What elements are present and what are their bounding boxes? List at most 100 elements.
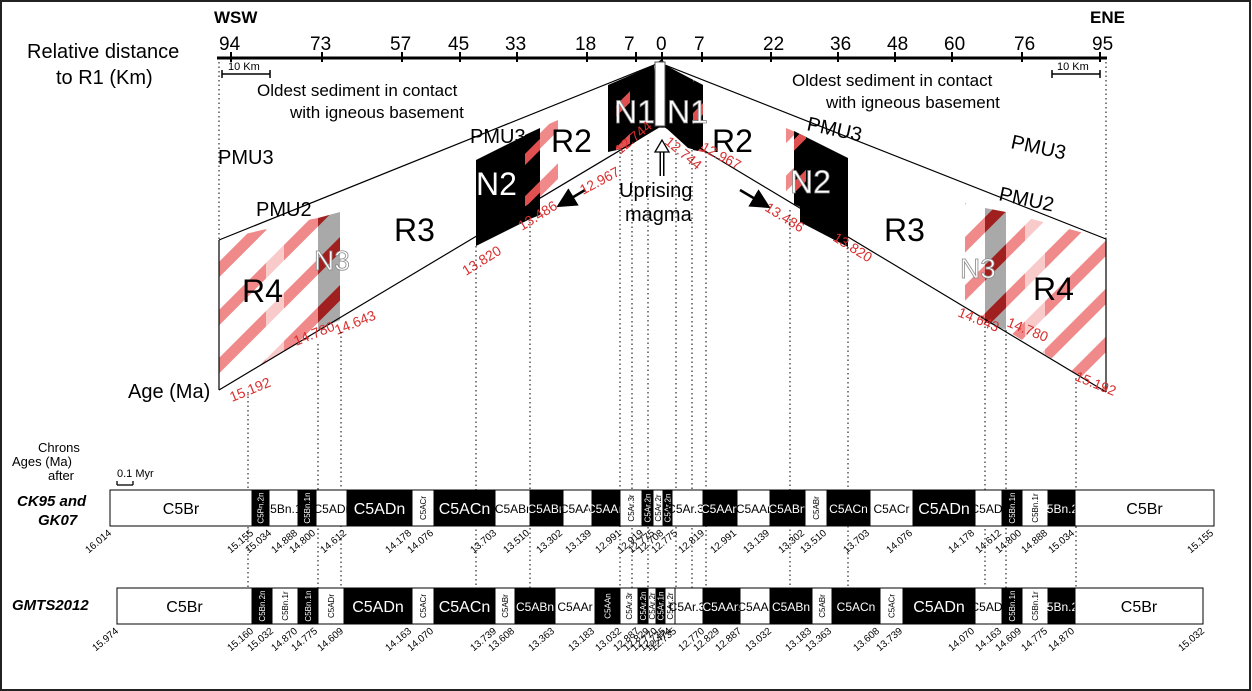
undefined-chron-segment (514, 587, 556, 625)
undefined-chron-segment (1047, 489, 1076, 527)
undefined-chron-segment (554, 587, 596, 625)
distance-tick-label: 48 (887, 34, 908, 55)
undefined-chron-label: C5Bn.1r (261, 502, 305, 516)
chron-scale-bar: 0.1 Myr (116, 468, 154, 486)
undefined-age-label: 15.155 (1185, 528, 1216, 556)
wsw-label: WSW (214, 8, 258, 27)
undefined-chron-label: C5AAr (557, 600, 592, 614)
undefined-chron-segment (433, 489, 496, 527)
unit-label-pmu3-left: PMU3 (218, 147, 274, 169)
undefined-chron-label: C5ADn (913, 599, 965, 616)
undefined-chron-segment (1047, 587, 1076, 625)
undefined-chron-label: C5Ar.2r (666, 592, 675, 619)
unit-n3-right-fill (985, 208, 1006, 330)
section-age-right: 13.820 (830, 229, 875, 265)
undefined-chron-label: C5Bn.2n (1038, 600, 1085, 614)
undefined-chron-label: C5ACr (888, 594, 897, 618)
undefined-age-label: 15.034 (1046, 528, 1077, 556)
undefined-age-label: 15.032 (1176, 626, 1207, 654)
undefined-age-label: 14.612 (318, 528, 349, 556)
undefined-age-label: 14.076 (884, 528, 915, 556)
uprising-magma-line1: Uprising (619, 180, 692, 202)
unit-label-r4-right: R4 (1033, 271, 1074, 307)
undefined-chron-label: C5Ar.1n (657, 592, 666, 621)
chrons-label-line2: Ages (Ma) (12, 454, 72, 469)
undefined-chron-label: C5ADn (352, 599, 404, 616)
unit-label-n2-right: N2 (790, 164, 831, 200)
distance-tick-label-zero: 0 (656, 34, 667, 55)
undefined-age-label: 13.739 (874, 626, 905, 654)
undefined-chron-label: C5ADr (327, 594, 336, 618)
undefined-chron-label: C5Bn.1n (304, 590, 313, 621)
gmts-label: GMTS2012 (12, 597, 89, 614)
undefined-chron-segment (343, 587, 413, 625)
undefined-chron-label: C5Br (1121, 599, 1158, 616)
undefined-chron-label: C5ABr (495, 502, 530, 516)
undefined-chron-segment (1074, 489, 1215, 527)
undefined-chron-segment (594, 587, 621, 625)
undefined-age-label: 14.870 (1046, 626, 1077, 654)
distance-tick-label: 57 (390, 34, 411, 55)
distance-tick-label: 76 (1014, 34, 1035, 55)
undefined-chron-label: C5Bn.2n (258, 590, 267, 621)
undefined-chron-label: C5Bn.1r (281, 591, 290, 621)
oldest-sediment-right-line1: Oldest sediment in contact (792, 71, 993, 90)
unit-label-r2-right: R2 (712, 123, 753, 159)
distance-ticks: 94 73 57 45 33 18 7 0 7 22 36 48 60 76 95 (218, 34, 1113, 240)
undefined-chron-label: C5Br (1126, 501, 1163, 518)
undefined-chron-label: C5Ar.2n (644, 494, 653, 523)
undefined-age-label: 13.363 (526, 626, 557, 654)
undefined-chron-label: C5Ar.2n (664, 494, 673, 523)
undefined-chron-label: C5ACn (439, 501, 491, 518)
distance-tick-label: 73 (310, 34, 331, 55)
undefined-chron-segment (739, 587, 771, 625)
undefined-chron-segment (591, 489, 621, 527)
undefined-age-label: 16.014 (83, 528, 114, 556)
distance-tick-label: 22 (763, 34, 784, 55)
undefined-chron-segment (1021, 489, 1049, 527)
undefined-chron-label: C5ACr (419, 594, 428, 618)
unit-n2-left-fill (476, 133, 530, 246)
undefined-chron-label: C5AAn (701, 502, 739, 516)
undefined-chron-segment (769, 489, 806, 527)
undefined-chron-segment (346, 489, 413, 527)
unit-label-n1-left: N1 (614, 94, 655, 130)
distance-tick-label: 7 (624, 34, 635, 55)
undefined-chron-segment (433, 587, 496, 625)
unit-n1-right-hatch (693, 80, 703, 152)
undefined-chron-label: C5Ar.3r (627, 494, 636, 521)
undefined-chron-label: C5ADn (918, 501, 970, 518)
undefined-chron-label: C5AAn (702, 600, 740, 614)
undefined-age-label: 13.703 (468, 528, 499, 556)
distance-tick-label: 95 (1092, 34, 1113, 55)
undefined-chron-label: C5Ar.2n (639, 592, 648, 621)
undefined-chron-label: C5ADn (354, 501, 406, 518)
undefined-chron-segment (562, 489, 593, 527)
undefined-chron-label: C5ADr (313, 502, 349, 516)
ene-label: ENE (1090, 8, 1125, 27)
unit-n3-left-fill (318, 212, 340, 330)
unit-label-r4-left: R4 (242, 273, 283, 309)
undefined-chron-label: C5Ar.2r (654, 494, 663, 521)
undefined-chron-label: C5AAn (604, 593, 613, 618)
undefined-chron-segment (826, 489, 871, 527)
undefined-chron-label: C5ACn (837, 600, 876, 614)
undefined-chron-segment (529, 489, 564, 527)
undefined-chron-label: C5ABn (516, 600, 554, 614)
undefined-chron-segment (974, 489, 1003, 527)
undefined-chron-segment (702, 587, 741, 625)
undefined-age-label: 14.888 (1019, 528, 1050, 556)
undefined-chron-segment (1074, 587, 1204, 625)
undefined-chron-label: C5Br (166, 599, 203, 616)
undefined-chron-label: C5ABn (768, 502, 806, 516)
undefined-age-label: 13.510 (501, 528, 532, 556)
undefined-chron-segment (671, 489, 704, 527)
undefined-age-label: 14.609 (315, 626, 346, 654)
unit-n2-right-hatch (794, 131, 806, 210)
undefined-age-label: 13.139 (741, 528, 772, 556)
undefined-chron-label: C5ACn (829, 502, 868, 516)
